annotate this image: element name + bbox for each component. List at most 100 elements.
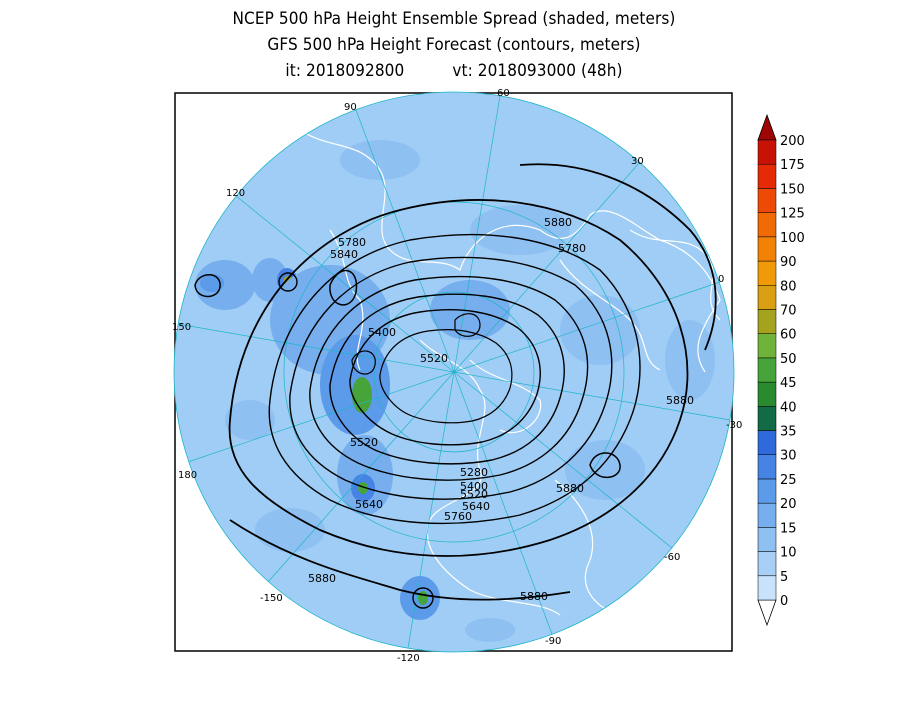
colorbar-label: 5	[780, 570, 788, 585]
meridian	[453, 371, 731, 421]
contour-5880	[228, 199, 689, 557]
colorbar-label: 90	[780, 255, 797, 270]
longitude-label: -60	[664, 552, 680, 563]
latitude-circle	[373, 291, 535, 453]
colorbar-label: 50	[780, 352, 797, 367]
spread-blob	[465, 618, 515, 642]
longitude-labels: 60 30 0 -30 -60 -90 -120 -150 180 150 12…	[172, 88, 742, 664]
contour-label: 5400	[368, 326, 396, 339]
spread-blob	[418, 591, 428, 605]
meridian	[235, 195, 455, 373]
spread-blob	[352, 377, 372, 413]
colorbar-swatch	[757, 188, 777, 213]
colorbar-label: 15	[780, 521, 797, 536]
colorbar-swatch	[757, 502, 777, 528]
colorbar-swatch	[757, 381, 777, 407]
contour-label: 5840	[330, 248, 358, 261]
colorbar-swatch	[757, 527, 777, 552]
colorbar-swatch	[757, 357, 777, 383]
colorbar-swatch	[757, 333, 777, 359]
meridian	[181, 371, 455, 465]
height-contours	[194, 163, 717, 609]
contour-label: 5640	[462, 500, 490, 513]
colorbar-label: 35	[780, 425, 797, 440]
longitude-label: 30	[631, 156, 644, 167]
colorbar-label: 40	[780, 400, 797, 415]
colorbar-low-arrow	[757, 599, 777, 627]
longitude-label: 0	[718, 274, 724, 285]
contour-labels: 5780 5840 5880 5780 5400 5520 5520 5640 …	[308, 216, 694, 603]
longitude-label: 180	[178, 470, 197, 481]
colorbar-swatch	[757, 406, 777, 431]
colorbar-label: 30	[780, 449, 797, 464]
colorbar-swatch	[757, 163, 777, 189]
spread-blob	[665, 320, 715, 400]
meridian	[267, 371, 455, 583]
spread-blob	[560, 295, 640, 365]
contour-cutoff-low	[278, 272, 298, 292]
longitude-label: 150	[172, 322, 191, 333]
contour-cutoff-low	[412, 587, 434, 609]
contour-label: 5880	[308, 572, 336, 585]
meridian	[453, 371, 553, 635]
meridian	[177, 323, 455, 373]
contour-5640	[289, 256, 613, 500]
spread-blob	[340, 140, 420, 180]
colorbar-swatch	[757, 260, 777, 286]
spread-blob	[255, 508, 325, 552]
colorbar-swatch	[757, 551, 777, 577]
coastline	[629, 229, 721, 321]
coastline	[559, 259, 661, 371]
contour-label: 5520	[420, 352, 448, 365]
colorbar-label: 25	[780, 473, 797, 488]
contour-label: 5280	[460, 466, 488, 479]
colorbar-swatch	[757, 285, 777, 310]
colorbar-label: 60	[780, 328, 797, 343]
contour-label: 5880	[666, 394, 694, 407]
colorbar-label: 150	[780, 182, 805, 197]
colorbar-label: 70	[780, 303, 797, 318]
coastline	[469, 359, 542, 434]
colorbar-label: 10	[780, 546, 797, 561]
longitude-label: 90	[344, 102, 357, 113]
contour-5280	[349, 309, 541, 446]
coastline	[329, 229, 364, 371]
colorbar-label: 45	[780, 376, 797, 391]
coastline	[554, 479, 621, 616]
disc-edge	[173, 91, 735, 653]
contour-label: 5880	[544, 216, 572, 229]
colorbar-swatch	[757, 575, 777, 601]
spread-shading	[195, 140, 715, 642]
longitude-label: 120	[226, 188, 245, 199]
spread-blob	[430, 280, 510, 340]
meridian	[453, 371, 673, 549]
contour-label: 5780	[338, 236, 366, 249]
longitude-label: -30	[726, 420, 742, 431]
meridian	[453, 279, 727, 373]
colorbar-label: 175	[780, 158, 805, 173]
valid-time: vt: 2018093000 (48h)	[452, 61, 623, 81]
longitude-label: 60	[497, 88, 510, 99]
contour-cutoff-high	[589, 452, 621, 479]
colorbar-label: 20	[780, 497, 797, 512]
contour-label: 5760	[444, 510, 472, 523]
contour-label: 5640	[355, 498, 383, 511]
colorbar-swatch	[757, 454, 777, 480]
spread-blob	[470, 205, 570, 255]
colorbar-swatch	[757, 236, 777, 262]
contour-cutoff-low	[454, 313, 481, 337]
spread-blob	[195, 260, 255, 310]
contour-5400	[329, 293, 565, 465]
spread-blob	[225, 400, 275, 440]
contour-5880-north	[519, 163, 717, 351]
contour-label: 5880	[556, 482, 584, 495]
latitude-circle	[283, 201, 625, 543]
colorbar-label: 125	[780, 207, 805, 222]
colorbar-swatch	[757, 309, 777, 334]
contour-cutoff-high	[194, 274, 221, 298]
contour-label: 5880	[520, 590, 548, 603]
contour-low-center	[379, 329, 513, 424]
contour-label: 5520	[460, 488, 488, 501]
longitude-label: -90	[545, 636, 561, 647]
map-area: 5780 5840 5880 5780 5400 5520 5520 5640 …	[173, 91, 735, 653]
